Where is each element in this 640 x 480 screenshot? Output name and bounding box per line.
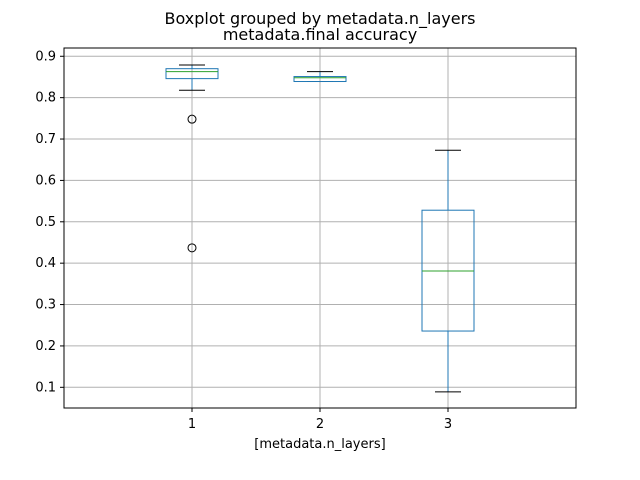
grid-layer (64, 48, 576, 408)
chart-title: Boxplot grouped by metadata.n_layers (164, 9, 475, 29)
x-tick-label: 1 (188, 417, 196, 432)
x-tick-label: 3 (444, 417, 452, 432)
chart-subtitle: metadata.final accuracy (223, 25, 417, 44)
y-tick-label: 0.6 (35, 173, 56, 188)
box-iqr (293, 76, 347, 83)
outlier-point (187, 114, 197, 124)
box-iqr (165, 68, 219, 80)
y-tick-label: 0.4 (35, 256, 56, 271)
y-tick-label: 0.9 (35, 49, 56, 64)
y-tick-label: 0.8 (35, 91, 56, 106)
x-axis-label: [metadata.n_layers] (254, 437, 385, 452)
y-tick-label: 0.7 (35, 132, 56, 147)
y-tick-label: 0.2 (35, 339, 56, 354)
box-layer (165, 64, 475, 393)
outlier-point (187, 243, 197, 253)
tick-layer: 0.1 0.2 0.3 0.4 0.5 0.6 0.7 0.8 0.9 1 2 3 (35, 49, 452, 432)
y-tick-label: 0.3 (35, 298, 56, 313)
y-tick-label: 0.1 (35, 380, 56, 395)
y-tick-label: 0.5 (35, 215, 56, 230)
x-tick-label: 2 (316, 417, 324, 432)
